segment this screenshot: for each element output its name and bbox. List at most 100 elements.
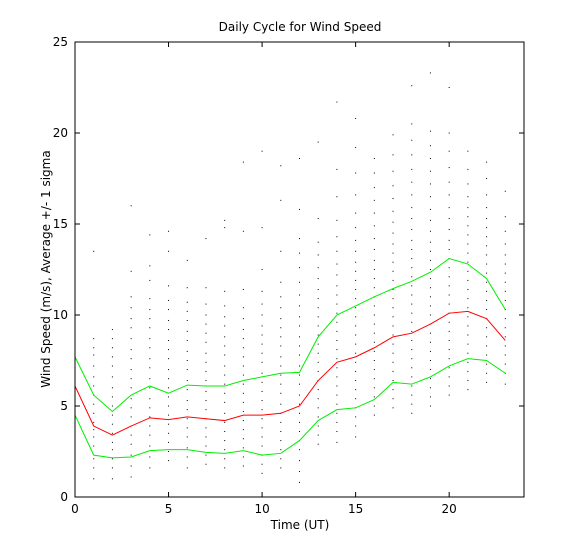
scatter-point	[355, 147, 357, 149]
scatter-point	[261, 427, 263, 429]
scatter-point	[504, 299, 506, 301]
scatter-point	[467, 216, 469, 218]
scatter-point	[504, 363, 506, 365]
scatter-point	[224, 219, 226, 221]
scatter-point	[186, 409, 188, 411]
scatter-point	[486, 290, 488, 292]
scatter-point	[504, 216, 506, 218]
scatter-point	[186, 339, 188, 341]
scatter-point	[504, 272, 506, 274]
x-tick-label: 5	[165, 502, 173, 516]
scatter-point	[280, 440, 282, 442]
scatter-point	[355, 307, 357, 309]
scatter-point	[336, 349, 338, 351]
scatter-point	[93, 365, 95, 367]
x-tick-label: 20	[442, 502, 457, 516]
scatter-point	[355, 212, 357, 214]
scatter-point	[392, 298, 394, 300]
scatter-point	[299, 157, 300, 159]
scatter-point	[224, 316, 226, 318]
scatter-point	[261, 372, 263, 374]
scatter-point	[429, 332, 431, 334]
scatter-point	[224, 401, 226, 403]
scatter-point	[373, 305, 375, 307]
scatter-point	[299, 449, 300, 451]
scatter-point	[467, 279, 469, 281]
scatter-point	[299, 421, 300, 423]
scatter-point	[373, 278, 375, 280]
scatter-point	[373, 369, 375, 371]
scatter-point	[448, 194, 450, 196]
scatter-point	[373, 212, 375, 214]
x-axis-label: Time (UT)	[270, 518, 330, 532]
scatter-point	[224, 430, 226, 432]
scatter-point	[392, 279, 394, 281]
scatter-point	[242, 161, 244, 163]
scatter-point	[411, 239, 413, 241]
scatter-point	[205, 303, 207, 305]
scatter-point	[411, 294, 413, 296]
scatter-point	[149, 338, 151, 340]
scatter-point	[130, 387, 132, 389]
scatter-point	[373, 405, 375, 407]
scatter-point	[186, 436, 188, 438]
scatter-point	[299, 252, 300, 254]
series-layer	[74, 258, 506, 459]
scatter-point	[373, 225, 375, 227]
scatter-point	[242, 429, 244, 431]
scatter-point	[448, 367, 450, 369]
scatter-point	[448, 87, 450, 88]
scatter-point	[467, 389, 469, 391]
scatter-point	[411, 303, 413, 305]
scatter-point	[93, 376, 95, 378]
scatter-point	[261, 325, 263, 327]
scatter-point	[336, 421, 338, 423]
scatter-point	[317, 361, 319, 363]
scatter-point	[467, 183, 469, 185]
scatter-point	[130, 434, 132, 436]
scatter-point	[205, 352, 207, 354]
scatter-point	[130, 296, 132, 298]
scatter-point	[429, 230, 431, 232]
scatter-point	[411, 248, 413, 250]
scatter-point	[355, 436, 357, 438]
scatter-point	[205, 454, 207, 456]
scatter-point	[317, 352, 319, 354]
scatter-point	[299, 460, 300, 462]
scatter-point	[111, 467, 113, 469]
scatter-point	[392, 370, 394, 372]
scatter-point	[486, 207, 488, 209]
scatter-point	[317, 416, 319, 418]
scatter-point	[355, 194, 357, 196]
scatter-point	[93, 250, 95, 252]
scatter-point	[186, 418, 188, 420]
scatter-point	[411, 194, 413, 196]
scatter-point	[299, 336, 300, 338]
scatter-point	[93, 421, 95, 423]
y-tick-label: 20	[53, 126, 68, 140]
scatter-point	[224, 325, 226, 327]
scatter-point	[242, 307, 244, 309]
scatter-point	[448, 132, 450, 134]
scatter-point	[280, 199, 282, 201]
scatter-point	[261, 390, 263, 392]
scatter-point	[392, 334, 394, 336]
scatter-point	[486, 254, 488, 256]
scatter-point	[467, 343, 469, 345]
scatter-point	[392, 232, 394, 234]
scatter-point	[280, 430, 282, 432]
scatter-point	[486, 345, 488, 347]
scatter-point	[373, 259, 375, 261]
scatter-point	[486, 236, 488, 238]
scatter-point	[205, 409, 207, 411]
scatter-point	[224, 421, 226, 423]
plot-frame	[74, 41, 525, 498]
scatter-point	[392, 398, 394, 400]
scatter-point	[317, 316, 319, 318]
y-tick-label: 0	[60, 490, 68, 504]
scatter-point	[299, 316, 300, 318]
scatter-point	[224, 440, 226, 442]
scatter-point	[336, 403, 338, 405]
scatter-point	[111, 449, 113, 451]
